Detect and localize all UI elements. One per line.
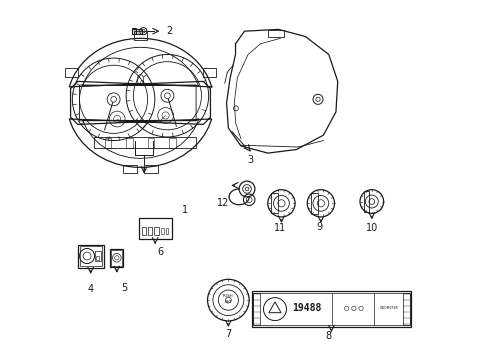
Text: 3: 3 — [246, 155, 252, 165]
Circle shape — [225, 297, 231, 303]
Circle shape — [110, 96, 116, 102]
Bar — [251, 291, 410, 327]
Bar — [310, 193, 317, 214]
Text: 1: 1 — [182, 206, 188, 216]
Text: 10: 10 — [365, 224, 377, 233]
Text: 11: 11 — [274, 224, 286, 233]
Text: 5: 5 — [121, 283, 127, 293]
Bar — [111, 250, 122, 266]
Text: 12: 12 — [216, 198, 229, 208]
Bar — [110, 249, 123, 267]
Bar — [253, 293, 409, 325]
Circle shape — [164, 93, 170, 99]
Text: 8: 8 — [325, 331, 331, 341]
Bar — [148, 227, 152, 235]
Bar — [267, 30, 284, 37]
Bar — [165, 228, 168, 234]
Bar — [80, 246, 102, 266]
Bar — [403, 293, 409, 325]
Text: 7: 7 — [225, 329, 231, 339]
Bar — [144, 165, 158, 173]
Bar — [142, 227, 145, 235]
Bar — [131, 28, 136, 35]
Bar — [169, 138, 175, 148]
Bar — [203, 68, 215, 77]
Bar — [147, 138, 154, 148]
Bar — [161, 228, 163, 234]
Bar — [253, 293, 260, 325]
Bar — [96, 256, 99, 260]
Bar — [94, 137, 196, 148]
Text: PUSH: PUSH — [223, 294, 233, 298]
Text: 9: 9 — [316, 222, 322, 231]
Bar — [126, 138, 132, 148]
Bar — [122, 165, 137, 173]
Text: 4: 4 — [88, 284, 94, 294]
Bar — [65, 68, 78, 77]
Text: 6: 6 — [157, 247, 163, 257]
Bar — [131, 29, 142, 34]
Bar — [95, 251, 101, 261]
Bar — [104, 138, 111, 148]
Text: SET: SET — [224, 300, 232, 303]
Bar — [139, 218, 171, 239]
Text: ODOMETER: ODOMETER — [380, 306, 398, 310]
Text: 2: 2 — [166, 26, 172, 36]
Bar — [78, 244, 103, 268]
Bar — [363, 192, 368, 212]
Text: 19488: 19488 — [292, 303, 321, 314]
Bar — [134, 31, 147, 40]
Bar — [270, 193, 277, 213]
Bar — [154, 227, 159, 235]
